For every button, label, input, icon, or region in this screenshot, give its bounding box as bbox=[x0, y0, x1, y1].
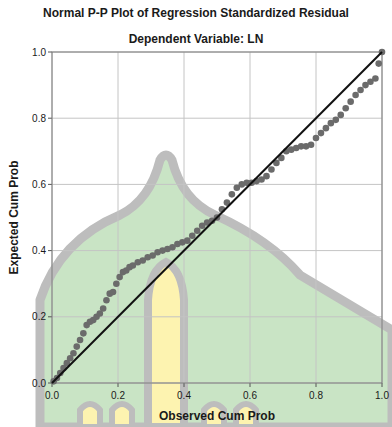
point bbox=[375, 60, 382, 67]
watermark-pillar bbox=[112, 404, 132, 427]
y-axis-label: Expected Cum Prob bbox=[7, 160, 21, 274]
point bbox=[342, 105, 349, 112]
tick-label: 0.6 bbox=[32, 179, 46, 190]
point bbox=[323, 125, 330, 132]
grid-line bbox=[316, 52, 317, 383]
tick-label: 0.8 bbox=[309, 390, 323, 401]
point bbox=[268, 166, 275, 173]
watermark-pillar bbox=[80, 404, 100, 427]
tick-label: 0.0 bbox=[45, 390, 59, 401]
point bbox=[308, 141, 315, 148]
plot-area bbox=[50, 49, 385, 385]
tick-label: 1.0 bbox=[32, 47, 46, 58]
grid-line bbox=[184, 52, 185, 383]
point bbox=[110, 289, 117, 296]
point bbox=[189, 232, 196, 239]
point bbox=[184, 237, 191, 244]
grid-line bbox=[52, 184, 382, 185]
point bbox=[263, 173, 270, 180]
point bbox=[70, 350, 77, 357]
point bbox=[229, 191, 236, 198]
point bbox=[194, 227, 201, 234]
point bbox=[80, 330, 87, 337]
point bbox=[352, 92, 359, 99]
tick-label: 0.4 bbox=[177, 390, 191, 401]
point bbox=[100, 305, 107, 312]
tick-mark bbox=[184, 383, 185, 387]
tick-mark bbox=[48, 316, 52, 317]
tick-label: 0.2 bbox=[111, 390, 125, 401]
reference-line bbox=[52, 52, 382, 383]
x-axis-label: Observed Cum Prob bbox=[159, 409, 275, 423]
plot-frame bbox=[52, 52, 382, 383]
point bbox=[333, 117, 340, 124]
point bbox=[103, 297, 110, 304]
tick-label: 0.0 bbox=[32, 378, 46, 389]
point bbox=[347, 98, 354, 105]
watermark-shape bbox=[40, 155, 392, 427]
background bbox=[0, 0, 392, 427]
tick-label: 1.0 bbox=[375, 390, 389, 401]
point bbox=[357, 87, 364, 94]
grid-line bbox=[250, 52, 251, 383]
tick-mark bbox=[48, 52, 52, 53]
subtitle: Dependent Variable: LN bbox=[129, 32, 264, 46]
grid-line bbox=[52, 316, 382, 317]
point bbox=[77, 337, 84, 344]
watermark bbox=[40, 155, 392, 427]
tick-mark bbox=[48, 118, 52, 119]
tick-mark bbox=[48, 250, 52, 251]
grid-line bbox=[52, 118, 382, 119]
tick-mark bbox=[48, 184, 52, 185]
grid-line bbox=[118, 52, 119, 383]
point bbox=[372, 75, 379, 82]
tick-mark bbox=[118, 383, 119, 387]
tick-mark bbox=[250, 383, 251, 387]
title: Normal P-P Plot of Regression Standardiz… bbox=[43, 6, 349, 20]
tick-label: 0.2 bbox=[32, 311, 46, 322]
tick-mark bbox=[316, 383, 317, 387]
grid-line bbox=[52, 250, 382, 251]
watermark-pillar bbox=[148, 262, 184, 427]
grid bbox=[52, 52, 382, 383]
point bbox=[337, 112, 344, 119]
point bbox=[113, 280, 120, 287]
tick-mark bbox=[382, 383, 383, 387]
chart: Normal P-P Plot of Regression Standardiz… bbox=[0, 0, 392, 427]
tick-label: 0.4 bbox=[32, 245, 46, 256]
point bbox=[318, 130, 325, 137]
point bbox=[313, 135, 320, 142]
tick-label: 0.8 bbox=[32, 113, 46, 124]
point bbox=[73, 343, 80, 350]
tick-label: 0.6 bbox=[243, 390, 257, 401]
